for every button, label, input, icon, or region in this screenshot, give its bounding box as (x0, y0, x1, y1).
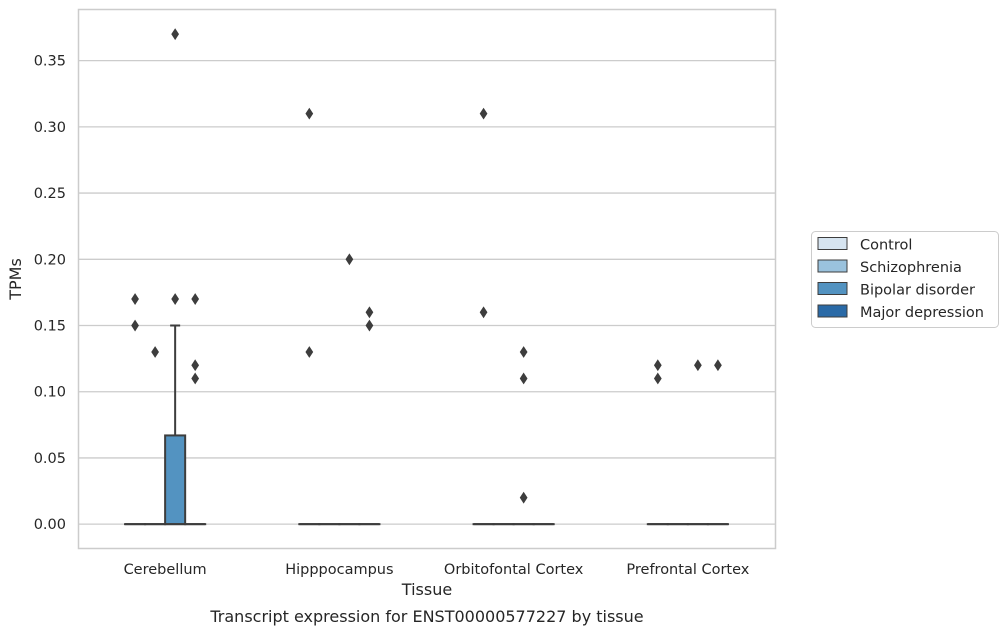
outlier-point (305, 346, 314, 358)
outlier-point (191, 359, 200, 372)
outlier-point (519, 346, 528, 358)
outlier-point (365, 319, 374, 332)
chart-caption: Transcript expression for ENST0000057722… (209, 607, 643, 626)
box (164, 434, 187, 526)
legend-swatch (817, 259, 848, 273)
legend-frame (811, 231, 999, 328)
legend-label: Bipolar disorder (860, 283, 975, 299)
y-tick-label: 0.05 (34, 451, 66, 467)
chart-marks (124, 28, 729, 526)
outlier-point (131, 293, 139, 305)
outlier-point (171, 28, 180, 41)
x-tick-label: Prefrontal Cortex (626, 562, 749, 578)
x-tick-label: Hipppocampus (285, 562, 393, 578)
y-tick-label: 0.15 (34, 319, 66, 335)
outlier-point (479, 107, 488, 120)
outlier-point (519, 372, 528, 385)
y-tick-label: 0.20 (34, 252, 66, 268)
x-tick-label: Orbitofontal Cortex (444, 562, 584, 578)
outlier-point (519, 491, 528, 504)
x-tick-labels: Cerebellum Hipppocampus Orbitofontal Corte… (124, 562, 750, 578)
outlier-point (653, 372, 662, 385)
outlier-point (305, 107, 314, 120)
y-tick-label: 0.00 (34, 517, 66, 533)
y-axis-title: TPMs (6, 258, 25, 301)
legend-label: Control (860, 238, 912, 254)
legend-swatch (817, 237, 848, 250)
outlier-point (131, 319, 139, 332)
legend-label: Schizophrenia (860, 260, 962, 276)
outlier-point (191, 293, 200, 305)
outlier-point (171, 293, 180, 305)
legend-swatch (817, 282, 848, 295)
legend-swatch (817, 304, 848, 318)
outlier-point (714, 359, 722, 372)
outlier-point (191, 372, 200, 385)
y-tick-label: 0.35 (34, 54, 66, 70)
y-tick-label: 0.30 (34, 120, 66, 136)
x-tick-label: Cerebellum (124, 562, 207, 578)
outlier-point (151, 346, 159, 358)
outlier-point (694, 359, 702, 372)
y-tick-label: 0.25 (34, 186, 66, 202)
outlier-point (365, 306, 374, 319)
legend: Control Schizophrenia Bipolar disorder Majo… (811, 231, 999, 328)
grid-lines (78, 59, 775, 525)
legend-label: Major depression (860, 305, 984, 321)
outlier-point (345, 253, 354, 266)
outlier-point (479, 306, 488, 319)
x-axis-title: Tissue (401, 580, 452, 599)
y-tick-label: 0.10 (34, 385, 66, 401)
plot-frame (77, 8, 777, 550)
y-tick-labels: 0.00 0.05 0.10 0.15 0.20 0.25 0.30 0.35 (34, 54, 66, 534)
outlier-point (653, 359, 662, 372)
